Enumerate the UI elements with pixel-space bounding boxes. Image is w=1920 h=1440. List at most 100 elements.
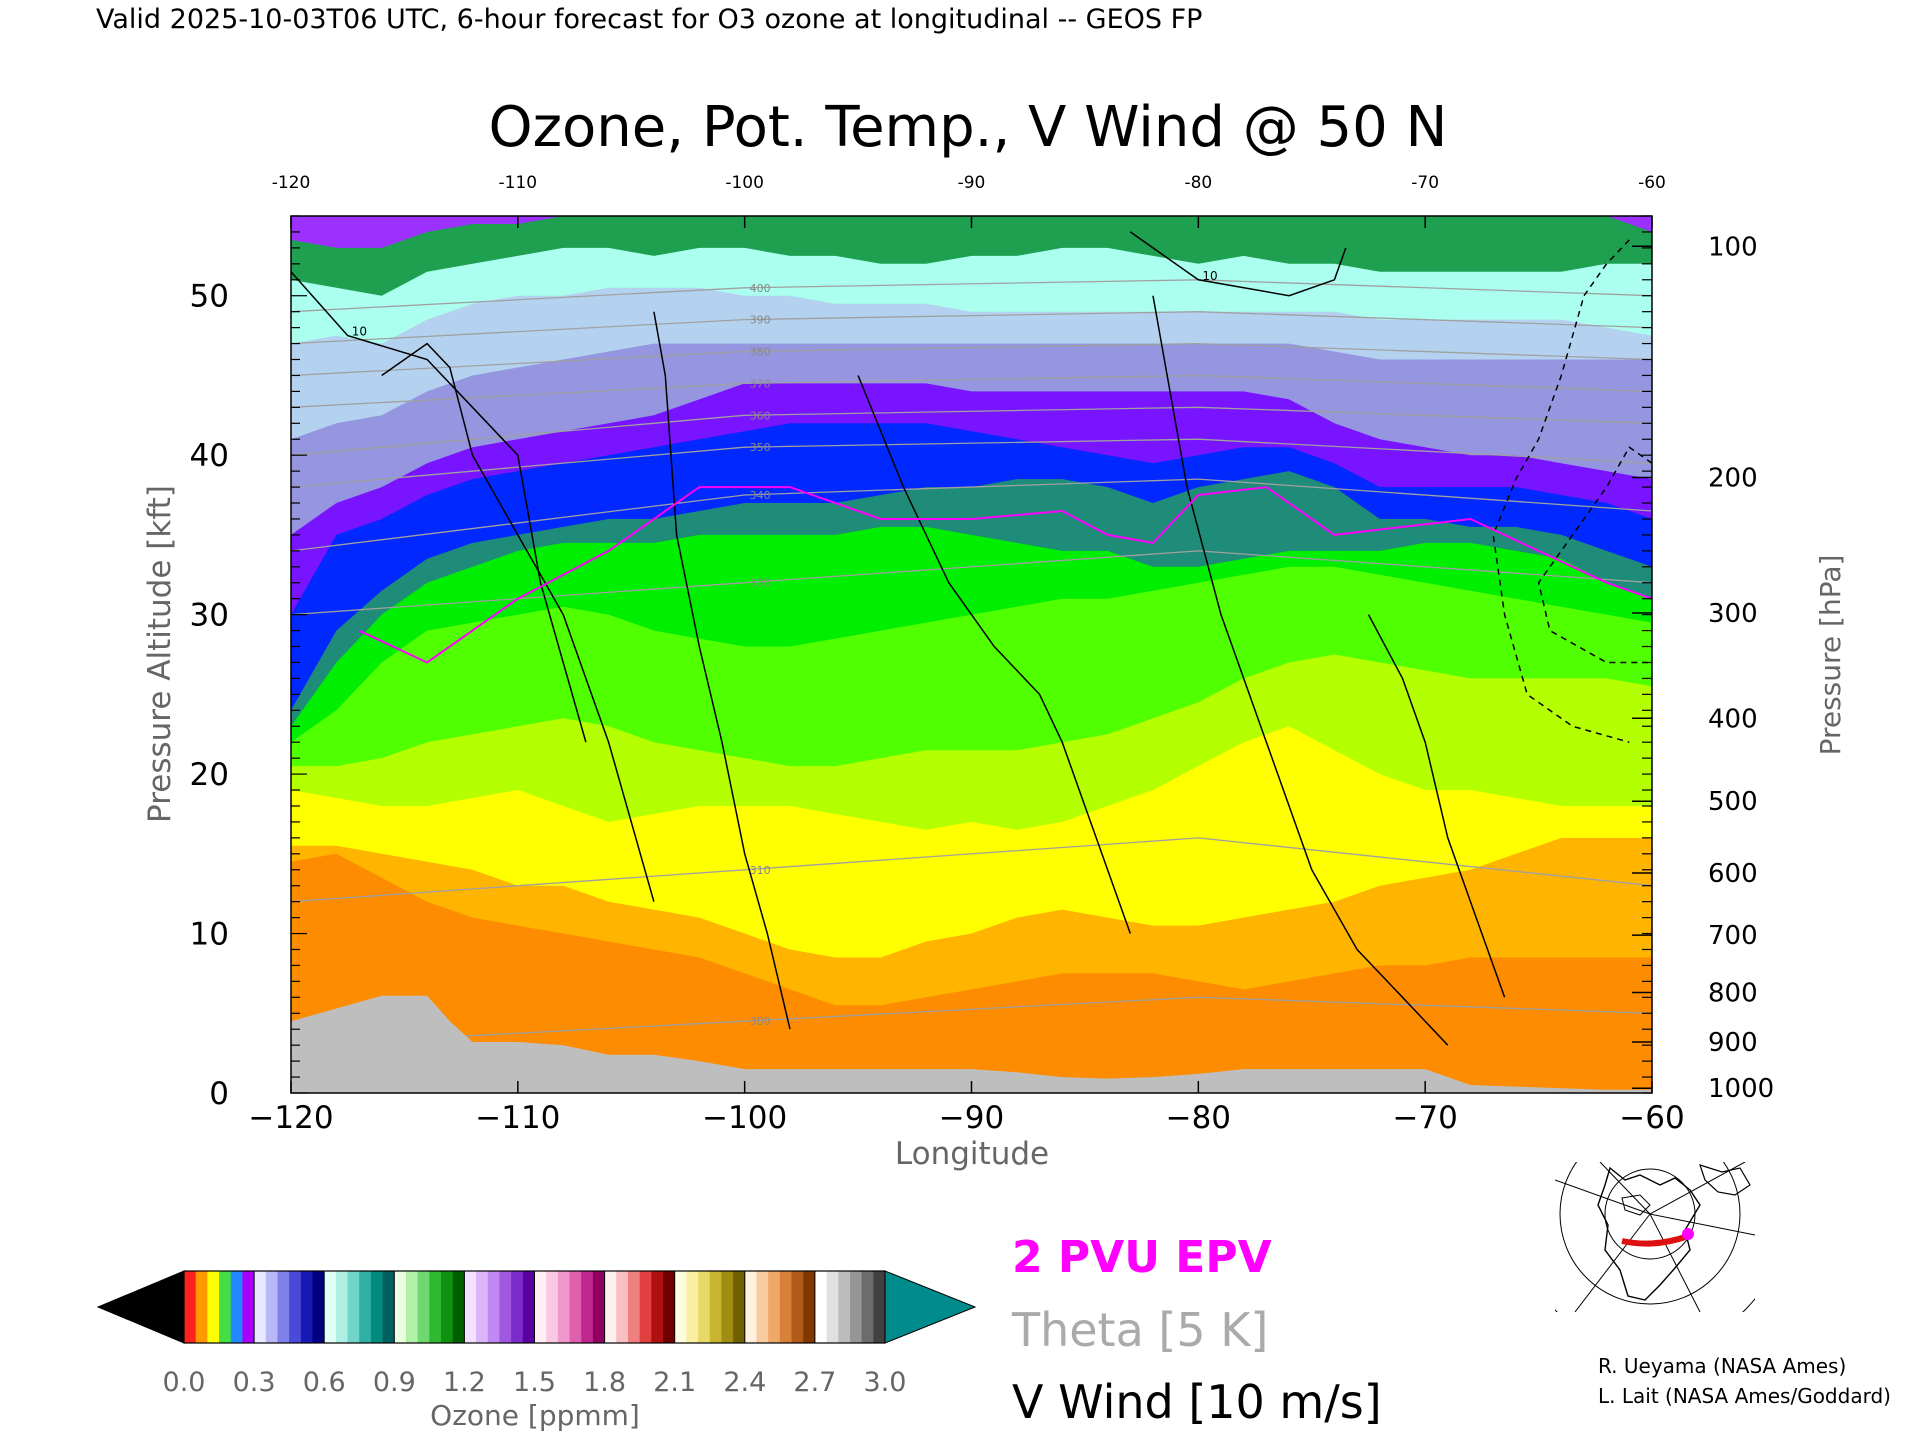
colorbar-segment — [814, 1271, 828, 1343]
vwind-positive-line-0 — [291, 271, 587, 743]
locator-map — [1555, 1162, 1755, 1312]
theta-label-340: 340 — [750, 489, 771, 502]
colorbar-segment — [709, 1271, 723, 1343]
theta-label-390: 390 — [750, 314, 771, 327]
colorbar-tick-label: 1.2 — [443, 1367, 486, 1398]
colorbar-segment — [569, 1271, 582, 1343]
colorbar-segment — [639, 1271, 652, 1343]
theta-line-310 — [291, 837, 1652, 903]
x-tick-label: −100 — [702, 1100, 787, 1136]
pressure-tick-label: 600 — [1708, 859, 1758, 889]
pressure-tick-label: 200 — [1708, 464, 1758, 494]
y-tick-label: 20 — [190, 757, 229, 793]
theta-contours: 300 310 330 340 350 360 370 380 390 400 — [291, 279, 1652, 1046]
colorbar-tick-label: 0.3 — [233, 1367, 276, 1398]
colorbar-segment — [557, 1271, 571, 1343]
credit-line-2: L. Lait (NASA Ames/Goddard) — [1598, 1384, 1891, 1408]
x-axis: −120 −110 −100 −90 −80 −70 −60 — [248, 1081, 1685, 1136]
x-tick-label: −90 — [939, 1100, 1004, 1136]
chart-title: Ozone, Pot. Temp., V Wind @ 50 N — [489, 95, 1448, 160]
y-tick-label: 0 — [209, 1076, 229, 1112]
colorbar-segment — [849, 1271, 863, 1343]
colorbar-tick-label: 1.8 — [583, 1367, 626, 1398]
colorbar-segment — [195, 1271, 208, 1343]
pressure-tick-label: 900 — [1708, 1028, 1758, 1058]
colorbar-segment — [663, 1271, 676, 1343]
theta-line-380 — [291, 342, 1652, 377]
colorbar-segment — [838, 1271, 851, 1343]
colorbar-label: Ozone [ppmm] — [430, 1399, 640, 1432]
colorbar-segment — [522, 1271, 536, 1343]
colorbar-segment — [873, 1271, 886, 1343]
vwind-zero-line-3 — [1152, 295, 1449, 1046]
y-tick-label: 40 — [190, 438, 229, 474]
colorbar-tick-label: 3.0 — [864, 1367, 907, 1398]
vwind-zero-line-4 — [1367, 614, 1506, 998]
colorbar-segment — [511, 1271, 524, 1343]
x-top-tick-label: -90 — [958, 173, 986, 193]
colorbar-segment — [768, 1271, 781, 1343]
y2-axis-label: Pressure [hPa] — [1814, 555, 1847, 756]
colorbar-segment — [359, 1271, 372, 1343]
colorbar-segment — [616, 1271, 629, 1343]
colorbar-segment — [335, 1271, 349, 1343]
colorbar-tick-label: 2.4 — [723, 1367, 766, 1398]
pressure-tick-label: 700 — [1708, 921, 1758, 951]
colorbar-segment — [347, 1271, 360, 1343]
colorbar-segment — [464, 1271, 477, 1343]
colorbar-segment — [779, 1271, 793, 1343]
ozone-band-1.50 — [291, 216, 1652, 296]
colorbar-segment — [452, 1271, 465, 1343]
x-tick-label: −120 — [248, 1100, 333, 1136]
y-axis-left: 0 10 20 30 40 50 — [190, 215, 307, 1112]
colorbar-segment — [686, 1271, 699, 1343]
pressure-tick-label: 1000 — [1708, 1074, 1774, 1104]
colorbar-under-arrow — [96, 1270, 185, 1344]
colorbar-segment — [219, 1271, 232, 1343]
theta-line-400 — [291, 279, 1652, 313]
theta-label-370: 370 — [750, 377, 771, 390]
colorbar-segment — [861, 1271, 874, 1343]
theta-legend: Theta [5 K] — [1011, 1303, 1268, 1357]
x-axis-top: -120 -110 -100 -90 -80 -70 -60 — [272, 173, 1666, 228]
y-tick-label: 50 — [190, 279, 229, 315]
pressure-tick-label: 100 — [1708, 232, 1758, 262]
colorbar-segment — [289, 1271, 302, 1343]
colorbar-segment — [300, 1271, 314, 1343]
pv2-contour — [358, 486, 1652, 664]
ozone-bands — [291, 216, 1652, 1006]
colorbar-segment — [499, 1271, 512, 1343]
colorbar-segment — [487, 1271, 501, 1343]
vwind-label-0: 10 — [352, 325, 367, 339]
colorbar-tick-label: 0.0 — [163, 1367, 206, 1398]
colorbar-segment — [651, 1271, 664, 1343]
colorbar-segment — [534, 1271, 547, 1343]
colorbar-segment — [698, 1271, 711, 1343]
x-tick-label: −70 — [1392, 1100, 1457, 1136]
colorbar-segment — [277, 1271, 290, 1343]
ground-surface — [291, 995, 1652, 1093]
colorbar-segment — [370, 1271, 384, 1343]
colorbar-segment — [405, 1271, 419, 1343]
vwind-negative-line-0 — [1492, 239, 1630, 743]
colorbar-segment — [627, 1271, 641, 1343]
colorbar-segment — [476, 1271, 489, 1343]
x-top-tick-label: -70 — [1411, 173, 1439, 193]
theta-line-370 — [291, 374, 1652, 408]
vwind-positive-line-1 — [1129, 231, 1347, 297]
colorbar-tick-label: 2.7 — [793, 1367, 836, 1398]
x-tick-label: −110 — [475, 1100, 560, 1136]
colorbar-tick-label: 1.5 — [513, 1367, 556, 1398]
theta-line-360 — [291, 406, 1652, 456]
theta-label-400: 400 — [750, 282, 771, 295]
colorbar-segment — [546, 1271, 559, 1343]
y-tick-label: 10 — [190, 917, 229, 953]
x-top-tick-label: -100 — [725, 173, 764, 193]
y-tick-label: 30 — [190, 598, 229, 634]
colorbar-segment — [721, 1271, 734, 1343]
colorbar-segment — [230, 1271, 244, 1343]
pressure-tick-label: 400 — [1708, 704, 1758, 734]
theta-line-300 — [291, 996, 1652, 1046]
colorbar-tick-label: 2.1 — [653, 1367, 696, 1398]
pressure-tick-label: 500 — [1708, 787, 1758, 817]
